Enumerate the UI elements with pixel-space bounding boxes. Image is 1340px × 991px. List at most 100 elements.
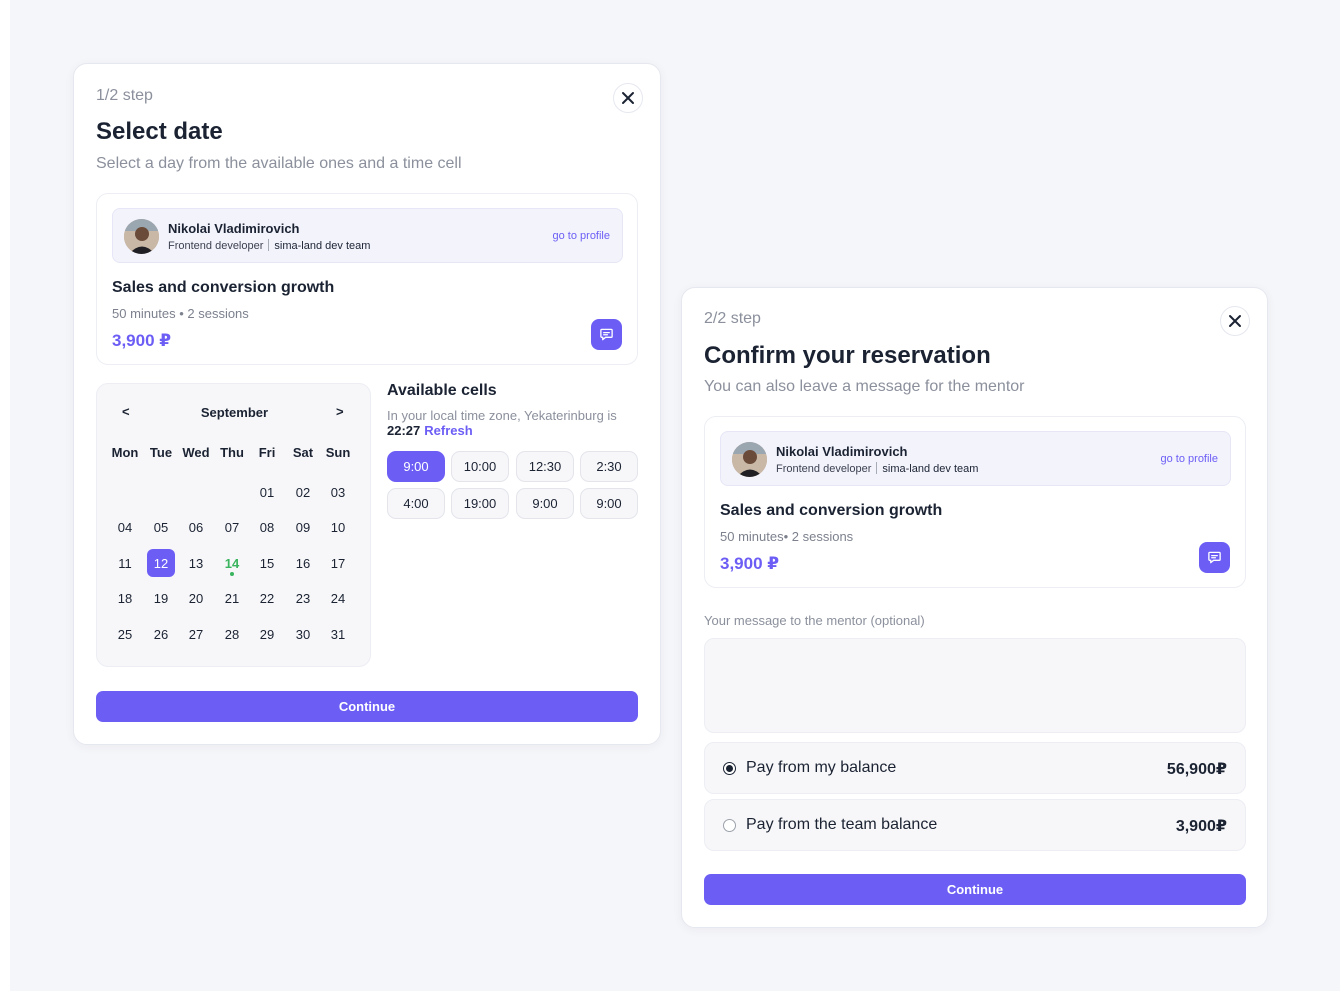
page-subtitle: Select a day from the available ones and…: [96, 155, 462, 172]
local-time: 22:27: [387, 423, 421, 438]
calendar-day[interactable]: 30: [295, 626, 311, 642]
radio-checked-icon[interactable]: [723, 762, 736, 775]
close-icon: [1229, 315, 1241, 327]
close-button[interactable]: [1220, 306, 1250, 336]
timezone-text: In your local time zone, Yekaterinburg i…: [387, 408, 617, 423]
calendar-month: September: [200, 405, 269, 420]
course-meta: 50 minutes• 2 sessions: [720, 529, 854, 544]
calendar-day[interactable]: 06: [188, 520, 204, 535]
page-title: Confirm your reservation: [704, 342, 991, 369]
go-to-profile-link[interactable]: go to profile: [1160, 453, 1218, 465]
calendar-day[interactable]: 17: [330, 555, 346, 571]
prev-month-button[interactable]: <: [122, 404, 130, 419]
calendar-day-selected[interactable]: 12: [147, 549, 175, 577]
weekday-header: Sun: [325, 445, 351, 460]
next-month-button[interactable]: >: [336, 404, 344, 419]
calendar-day[interactable]: 15: [259, 555, 275, 571]
calendar-day[interactable]: 10: [330, 520, 346, 535]
payment-label: Pay from the team balance: [746, 816, 938, 833]
calendar-day[interactable]: 01: [259, 484, 275, 500]
separator: [876, 462, 878, 474]
calendar-day[interactable]: 08: [259, 520, 275, 535]
message-label: Your message to the mentor (optional): [704, 613, 925, 628]
calendar-day-today[interactable]: 14: [218, 549, 246, 577]
calendar-day[interactable]: 19: [153, 591, 169, 606]
calendar-day[interactable]: 25: [117, 626, 133, 642]
close-button[interactable]: [613, 83, 643, 113]
calendar-day[interactable]: 28: [224, 626, 240, 642]
calendar-day[interactable]: 23: [295, 591, 311, 606]
pay-from-team-balance-option[interactable]: Pay from the team balance 3,900₽: [704, 799, 1246, 851]
mentor-role: Frontend developer sima-land dev team: [168, 239, 370, 252]
calendar-day[interactable]: 22: [259, 591, 275, 606]
calendar-day[interactable]: 09: [295, 520, 311, 535]
continue-button[interactable]: Continue: [704, 874, 1246, 905]
calendar-day[interactable]: 29: [259, 626, 275, 642]
course-price: 3,900 ₽: [720, 554, 780, 573]
pay-from-balance-option[interactable]: Pay from my balance 56,900₽: [704, 742, 1246, 794]
calendar-day[interactable]: 04: [117, 520, 133, 535]
radio-unchecked-icon[interactable]: [723, 819, 736, 832]
calendar-day[interactable]: 24: [330, 591, 346, 606]
weekday-header: Wed: [182, 445, 210, 460]
avatar: [124, 219, 159, 254]
calendar-day[interactable]: 11: [118, 555, 132, 571]
calendar-day[interactable]: 26: [153, 626, 169, 642]
payment-amount: 3,900₽: [1175, 818, 1227, 835]
chat-button[interactable]: [591, 319, 622, 350]
time-slot[interactable]: 2:30: [580, 451, 638, 482]
calendar-day[interactable]: 03: [330, 484, 346, 500]
time-slot[interactable]: 4:00: [387, 488, 445, 519]
go-to-profile-link[interactable]: go to profile: [552, 230, 610, 242]
course-title: Sales and conversion growth: [112, 279, 335, 296]
payment-label: Pay from my balance: [746, 759, 897, 776]
time-slot[interactable]: 9:00: [516, 488, 574, 519]
calendar-day[interactable]: 18: [117, 591, 133, 606]
weekday-header: Thu: [220, 445, 244, 460]
course-price: 3,900 ₽: [112, 331, 172, 350]
mentor-position: Frontend developer: [776, 463, 872, 475]
mentor-name: Nikolai Vladimirovich: [776, 444, 908, 459]
mentor-header: Nikolai Vladimirovich Frontend developer…: [720, 431, 1231, 486]
payment-amount: 56,900₽: [1166, 761, 1227, 778]
calendar-day[interactable]: 20: [188, 591, 204, 606]
weekday-header: Tue: [149, 445, 173, 460]
time-slot[interactable]: 19:00: [451, 488, 509, 519]
message-textarea[interactable]: [704, 638, 1246, 733]
time-slot-selected[interactable]: 9:00: [387, 451, 445, 482]
mentor-team: sima-land dev team: [274, 240, 371, 252]
page-subtitle: You can also leave a message for the men…: [704, 378, 1025, 395]
course-title: Sales and conversion growth: [720, 502, 943, 519]
weekday-header: Fri: [258, 445, 276, 460]
page-title: Select date: [96, 118, 223, 145]
time-slot[interactable]: 10:00: [451, 451, 509, 482]
calendar-day[interactable]: 16: [295, 555, 311, 571]
avatar: [732, 442, 767, 477]
time-slot[interactable]: 12:30: [516, 451, 574, 482]
step-indicator: 2/2 step: [704, 310, 761, 327]
separator: [268, 239, 270, 251]
calendar-day[interactable]: 21: [224, 591, 240, 606]
calendar-day[interactable]: 02: [295, 484, 311, 500]
step-indicator: 1/2 step: [96, 87, 153, 104]
chat-button[interactable]: [1199, 542, 1230, 573]
calendar-day[interactable]: 27: [188, 626, 204, 642]
calendar-day[interactable]: 07: [224, 520, 240, 535]
chat-icon: [600, 328, 613, 341]
mentor-role: Frontend developer sima-land dev team: [776, 462, 978, 475]
timezone-info: In your local time zone, Yekaterinburg i…: [387, 408, 627, 438]
calendar-day[interactable]: 05: [153, 520, 169, 535]
calendar-day[interactable]: 31: [330, 626, 346, 642]
weekday-header: Sat: [292, 445, 314, 460]
calendar: < September > Mon Tue Wed Thu Fri Sat Sun 01 02 0…: [96, 383, 371, 667]
mentor-course-card: Nikolai Vladimirovich Frontend developer…: [704, 416, 1246, 588]
continue-button[interactable]: Continue: [96, 691, 638, 722]
calendar-day[interactable]: 13: [188, 555, 204, 571]
mentor-name: Nikolai Vladimirovich: [168, 221, 300, 236]
time-slot[interactable]: 9:00: [580, 488, 638, 519]
chat-icon: [1208, 551, 1221, 564]
refresh-link[interactable]: Refresh: [424, 423, 473, 438]
available-cells-title: Available cells: [387, 382, 497, 399]
close-icon: [622, 92, 634, 104]
mentor-position: Frontend developer: [168, 240, 264, 252]
